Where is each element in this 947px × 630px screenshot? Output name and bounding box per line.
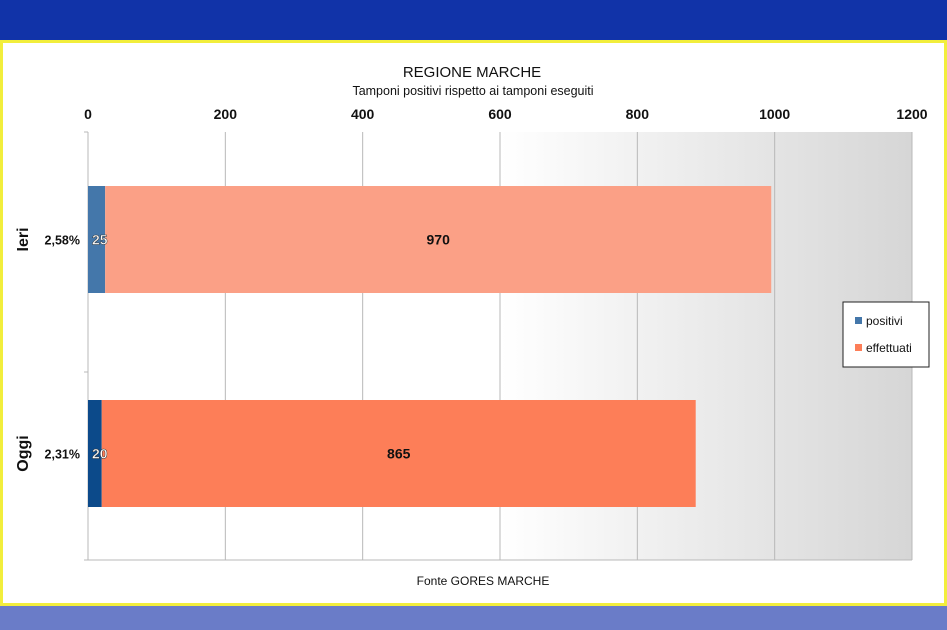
bar-positivi-oggi [88, 400, 102, 507]
legend: positivi effettuati [842, 301, 930, 368]
data-label-effettuati: 970 [427, 232, 451, 248]
x-tick-label: 600 [488, 106, 512, 122]
x-axis-ticks: 0 200 400 600 800 1000 1200 [84, 106, 928, 122]
x-tick-label: 0 [84, 106, 92, 122]
data-label-positivi: 25 [92, 232, 108, 248]
legend-swatch-effettuati [855, 344, 862, 351]
percent-label-ieri: 2,58% [45, 234, 80, 248]
bars: 25 970 20 865 [88, 186, 772, 507]
bar-positivi-ieri [88, 186, 106, 293]
x-tick-label: 800 [626, 106, 650, 122]
legend-box [842, 301, 930, 368]
x-tick-label: 400 [351, 106, 375, 122]
legend-swatch-positivi [855, 317, 862, 324]
bar-effettuati-oggi [101, 400, 696, 507]
x-tick-label: 200 [214, 106, 238, 122]
data-label-effettuati: 865 [387, 446, 411, 462]
category-label-ieri: Ieri [15, 227, 32, 251]
legend-label-positivi: positivi [866, 314, 903, 328]
x-tick-label: 1200 [896, 106, 927, 122]
chart-subtitle: Tamponi positivi rispetto ai tamponi ese… [352, 84, 593, 98]
x-tick-label: 1000 [759, 106, 790, 122]
top-band [0, 0, 947, 40]
data-label-positivi: 20 [92, 446, 108, 462]
percent-label-oggi: 2,31% [45, 448, 80, 462]
chart-footer: Fonte GORES MARCHE [417, 574, 550, 588]
category-label-oggi: Oggi [15, 435, 32, 471]
category-labels: Ieri 2,58% Oggi 2,31% [15, 227, 80, 471]
chart-title: REGIONE MARCHE [403, 64, 541, 81]
bottom-band [0, 606, 947, 630]
bar-effettuati-ieri [105, 186, 772, 293]
legend-label-effettuati: effettuati [866, 341, 912, 355]
